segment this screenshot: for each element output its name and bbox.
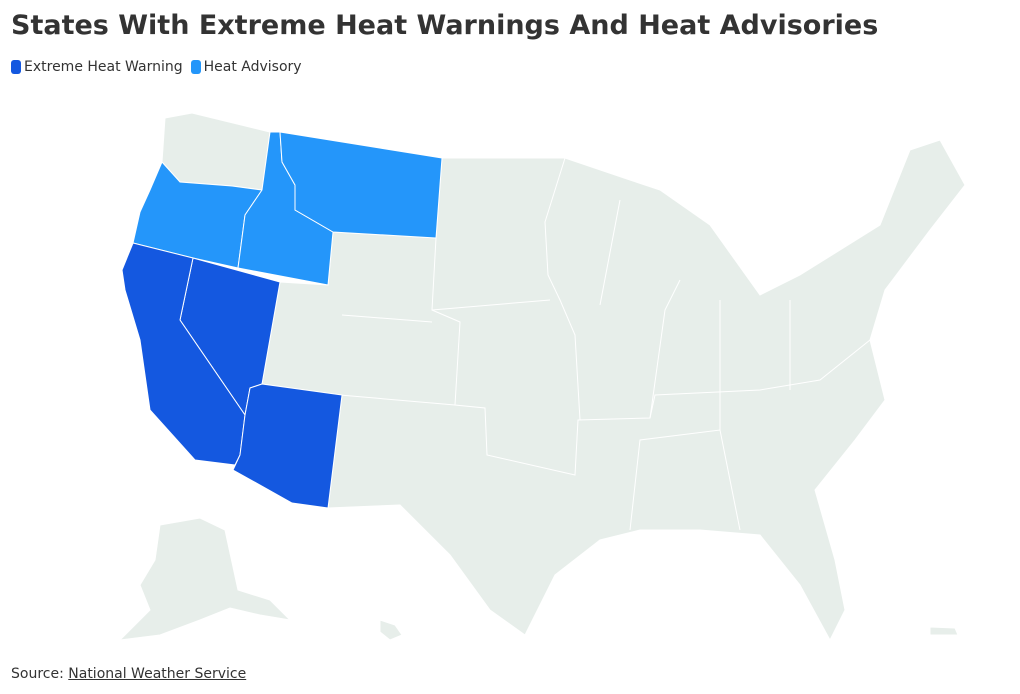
legend-swatch [190,60,201,74]
source-link[interactable]: National Weather Service [68,666,247,682]
title: States With Extreme Heat Warnings And He… [11,10,879,41]
legend: Extreme Heat Warning Heat Advisory [11,59,302,75]
source-prefix: Source: [11,666,64,682]
legend-swatch [11,60,21,74]
legend-label: Heat Advisory [203,59,302,75]
legend-label: Extreme Heat Warning [24,59,183,75]
state [121,242,246,466]
source: Source: National Weather Service [11,666,246,682]
state [161,112,271,191]
alaska [118,517,292,641]
state [279,131,443,239]
hawaii [379,619,959,641]
state [232,383,343,509]
map [118,112,966,642]
state-borders [339,157,871,531]
legend-item: Heat Advisory [190,59,302,75]
legend-item: Extreme Heat Warning [11,59,183,75]
